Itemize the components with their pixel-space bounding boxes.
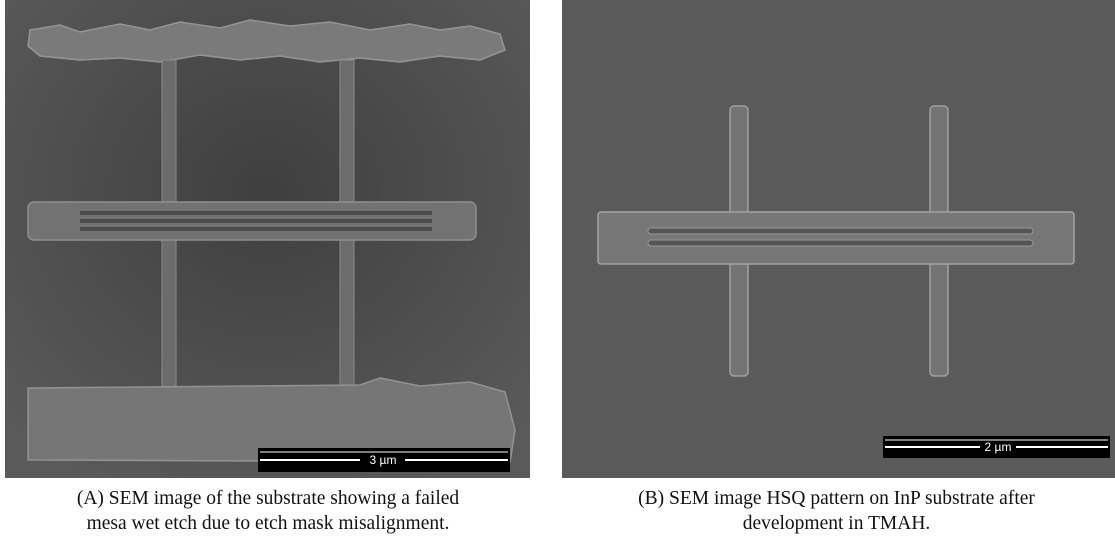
slot (80, 219, 432, 223)
figure-images: 3 µm 2 µm (0, 0, 1115, 480)
horizontal-bar (598, 212, 1074, 264)
caption-label: (A) (77, 488, 104, 509)
slot (80, 211, 432, 215)
caption-label: (B) (638, 488, 664, 509)
caption-line: (B) SEM image HSQ pattern on InP substra… (558, 486, 1115, 511)
scale-bar-label: 2 µm (985, 440, 1012, 454)
caption-a: (A) SEM image of the substrate showing a… (0, 486, 536, 536)
caption-line: (A) SEM image of the substrate showing a… (0, 486, 536, 511)
sem-image-a: 3 µm (5, 0, 530, 478)
caption-b: (B) SEM image HSQ pattern on InP substra… (558, 486, 1115, 536)
page: 3 µm 2 µm (A) SEM image of the substrate… (0, 0, 1115, 551)
slot (648, 228, 1033, 234)
caption-line: mesa wet etch due to etch mask misalignm… (0, 511, 536, 536)
scale-bar-label: 3 µm (370, 453, 397, 467)
sem-image-b: 2 µm (562, 0, 1115, 478)
slot (648, 240, 1033, 246)
caption-text: SEM image HSQ pattern on InP substrate a… (669, 488, 1035, 509)
caption-text: SEM image of the substrate showing a fai… (109, 488, 459, 509)
slot (80, 227, 432, 231)
caption-line: development in TMAH. (558, 511, 1115, 536)
